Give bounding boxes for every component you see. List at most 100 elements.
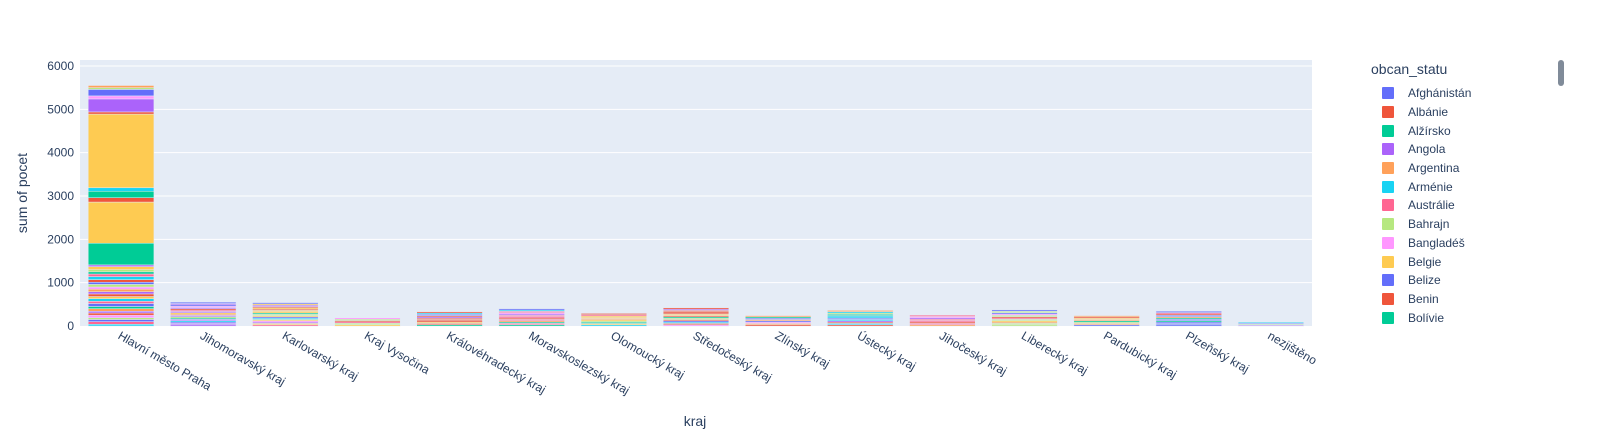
x-tick-label: Pardubický kraj (1101, 328, 1179, 381)
bar-segment (87, 111, 155, 115)
y-tick-label: 4000 (47, 146, 74, 160)
y-tick-label: 5000 (47, 102, 74, 116)
legend-items: Afghánistán Albánie Alžírsko Angola Argentin… (1370, 84, 1570, 327)
x-tick-label: Karlovarský kraj (280, 328, 361, 383)
bar-segment (87, 113, 155, 189)
legend-item[interactable]: Afghánistán (1370, 84, 1570, 103)
bars (87, 85, 1305, 327)
bar-segment (1073, 315, 1140, 318)
legend-label: Bolívie (1408, 310, 1445, 325)
legend-swatch (1382, 199, 1394, 212)
bar-segment (334, 317, 401, 320)
legend-swatch (1382, 255, 1394, 268)
x-tick-label: Středočeský kraj (691, 328, 775, 384)
bar-segment (745, 315, 812, 318)
y-axis-title: sum of pocet (14, 153, 30, 233)
x-tick-label: Jihočeský kraj (937, 328, 1009, 378)
legend-item[interactable]: Argentina (1370, 159, 1570, 178)
bar-segment (87, 303, 155, 307)
x-tick-label: Ústecký kraj (855, 328, 919, 374)
legend-item[interactable]: Albánie (1370, 103, 1570, 122)
legend-item[interactable]: Bahrajn (1370, 215, 1570, 234)
bar-segment (87, 281, 155, 285)
legend-label: Bangladéš (1408, 235, 1465, 250)
legend-item[interactable]: Bangladéš (1370, 234, 1570, 253)
x-tick-label: Kraj Vysočina (362, 328, 432, 377)
bar-segment (87, 288, 155, 293)
plot-background (80, 60, 1312, 326)
y-tick-label: 1000 (47, 276, 74, 290)
legend-label: Austrálie (1408, 198, 1455, 213)
bar-segment (87, 266, 155, 270)
legend-item[interactable]: Austrálie (1370, 196, 1570, 215)
bar-segment (87, 314, 155, 319)
y-tick-label: 6000 (47, 59, 74, 73)
legend-swatch (1382, 236, 1394, 249)
bar-segment (1237, 321, 1305, 324)
bar-segment (87, 291, 155, 295)
bar-segment (87, 190, 155, 198)
legend: obcan_statu Afghánistán Albánie Alžírsko An… (1370, 60, 1570, 332)
y-tick-label: 3000 (47, 189, 74, 203)
legend-swatch (1382, 124, 1394, 137)
bar-segment (87, 89, 155, 97)
legend-item[interactable]: Benin (1370, 290, 1570, 309)
bar-segment (87, 271, 155, 275)
bar-segment (87, 187, 155, 192)
bar-segment (87, 311, 155, 314)
legend-swatch (1382, 106, 1394, 119)
bar-segment (87, 276, 155, 280)
x-tick-label: Olomoucký kraj (608, 328, 687, 381)
legend-item[interactable]: Belgie (1370, 252, 1570, 271)
legend-swatch (1382, 143, 1394, 156)
bar-segment (87, 279, 155, 283)
legend-label: Alžírsko (1408, 123, 1451, 138)
legend-item[interactable]: Angola (1370, 140, 1570, 159)
bar-segment (87, 308, 155, 312)
bar-segment (87, 87, 155, 90)
x-tick-label: Liberecký kraj (1019, 328, 1090, 377)
x-tick-label: Zlínský kraj (773, 328, 833, 370)
y-tick-label: 0 (67, 319, 74, 333)
legend-label: Albánie (1408, 105, 1449, 120)
legend-label: Arménie (1408, 179, 1453, 194)
legend-item[interactable]: Arménie (1370, 177, 1570, 196)
bar-segment (1155, 311, 1222, 313)
legend-item[interactable]: Bolívie (1370, 308, 1570, 327)
legend-item[interactable]: Alžírsko (1370, 121, 1570, 140)
legend-swatch (1382, 87, 1394, 100)
legend-swatch (1382, 311, 1394, 324)
legend-label: Belize (1408, 273, 1441, 288)
legend-item[interactable]: Belize (1370, 271, 1570, 290)
legend-scrollbar[interactable] (1558, 60, 1564, 86)
y-tick-labels: 0 1000 2000 3000 4000 5000 6000 (47, 59, 74, 333)
bar-segment (909, 314, 976, 317)
bar-segment (87, 264, 155, 267)
bar-segment (87, 98, 155, 113)
bar-segment (87, 286, 155, 290)
bar-segment (252, 302, 319, 305)
bar-segment (87, 284, 155, 288)
legend-swatch (1382, 292, 1394, 305)
legend-label: Argentina (1408, 161, 1460, 176)
x-axis-title: kraj (684, 413, 707, 429)
bar-segment (827, 310, 894, 312)
legend-label: Bahrajn (1408, 217, 1450, 232)
bar-segment (87, 324, 155, 327)
legend-swatch (1382, 274, 1394, 287)
bar-segment (87, 197, 155, 203)
gridlines (80, 65, 1312, 284)
legend-swatch (1382, 162, 1394, 175)
x-tick-label: nezjištěno (1265, 328, 1319, 367)
bar-segment (416, 311, 483, 314)
legend-swatch (1382, 218, 1394, 231)
bar-segment (580, 313, 647, 315)
bar-segment (87, 317, 155, 320)
bar-segment (170, 301, 237, 304)
bar-segment (87, 312, 155, 316)
bar-segment (87, 85, 155, 88)
bar-segment (87, 296, 155, 299)
bar-segment (991, 309, 1058, 312)
bar-segment (87, 306, 155, 309)
